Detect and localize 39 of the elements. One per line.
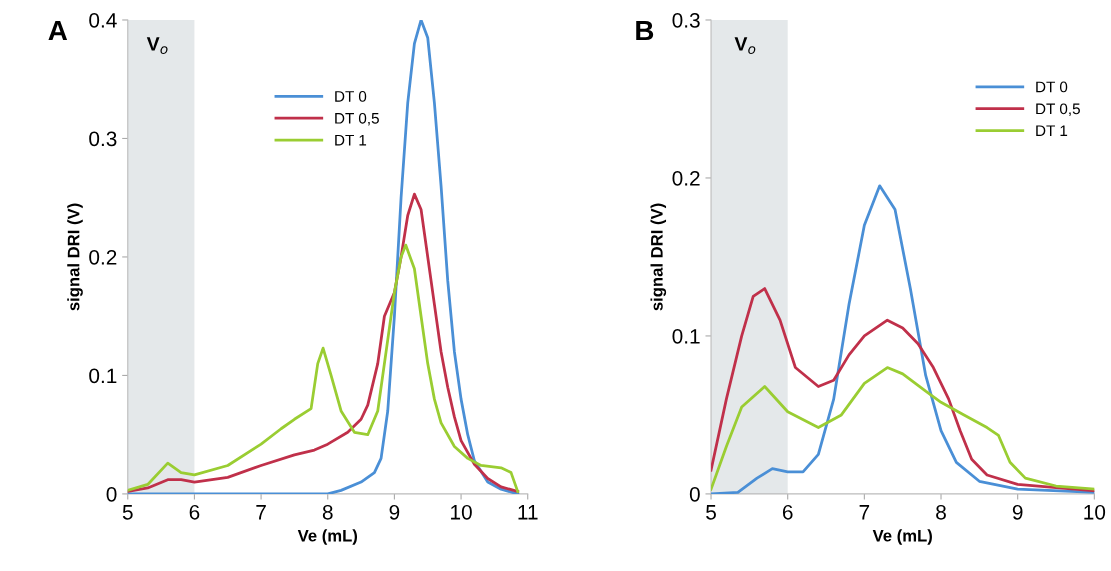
- x-tick-label: 9: [1012, 504, 1023, 520]
- y-tick-label: 0.1: [89, 368, 117, 384]
- line-series: [127, 192, 520, 493]
- legend-label: DT 0,5: [1036, 103, 1080, 117]
- y-tick-label: 0.3: [89, 131, 117, 147]
- legend-label: DT 0: [1036, 81, 1068, 93]
- x-tick-label: 10: [1084, 504, 1106, 520]
- x-tick-label: 9: [389, 504, 400, 520]
- band-label: V$_{o}$: [146, 37, 168, 55]
- y-tick-label: 0.4: [89, 12, 117, 28]
- x-axis-title: Ve (mL): [872, 529, 932, 545]
- x-tick-label: 7: [859, 505, 870, 520]
- x-tick-label: 6: [189, 504, 200, 520]
- x-tick-label: 8: [322, 504, 333, 520]
- x-tick-label: 11: [518, 505, 538, 520]
- y-axis-title: signal DRI (V): [650, 203, 667, 311]
- line-series: [711, 366, 1095, 491]
- y-tick-label: 0.1: [672, 328, 700, 344]
- legend-label: DT 1: [1036, 125, 1068, 136]
- y-tick-label: 0.2: [89, 249, 117, 265]
- x-tick-label: 10: [451, 504, 472, 520]
- x-axis-title: Ve (mL): [297, 529, 358, 545]
- x-tick-label: 5: [122, 505, 133, 520]
- x-tick-label: 5: [706, 505, 716, 520]
- y-tick-label: 0.2: [672, 170, 700, 186]
- legend-label: DT 0,5: [335, 112, 379, 126]
- x-tick-label: 6: [782, 504, 793, 520]
- x-tick-label: 8: [936, 504, 946, 520]
- y-tick-label: 0: [689, 486, 700, 502]
- legend-label: DT 0: [335, 91, 367, 102]
- band-label: V$_{o}$: [734, 37, 756, 55]
- chart-title: B: [636, 21, 654, 41]
- x-tick-label: 7: [256, 505, 266, 520]
- y-tick-label: 0: [106, 486, 117, 502]
- line-series: [127, 243, 520, 493]
- chart-title: A: [48, 21, 68, 41]
- legend-label: DT 1: [335, 134, 367, 146]
- y-tick-label: 0.3: [672, 12, 700, 28]
- y-axis-title: signal DRI (V): [67, 203, 83, 311]
